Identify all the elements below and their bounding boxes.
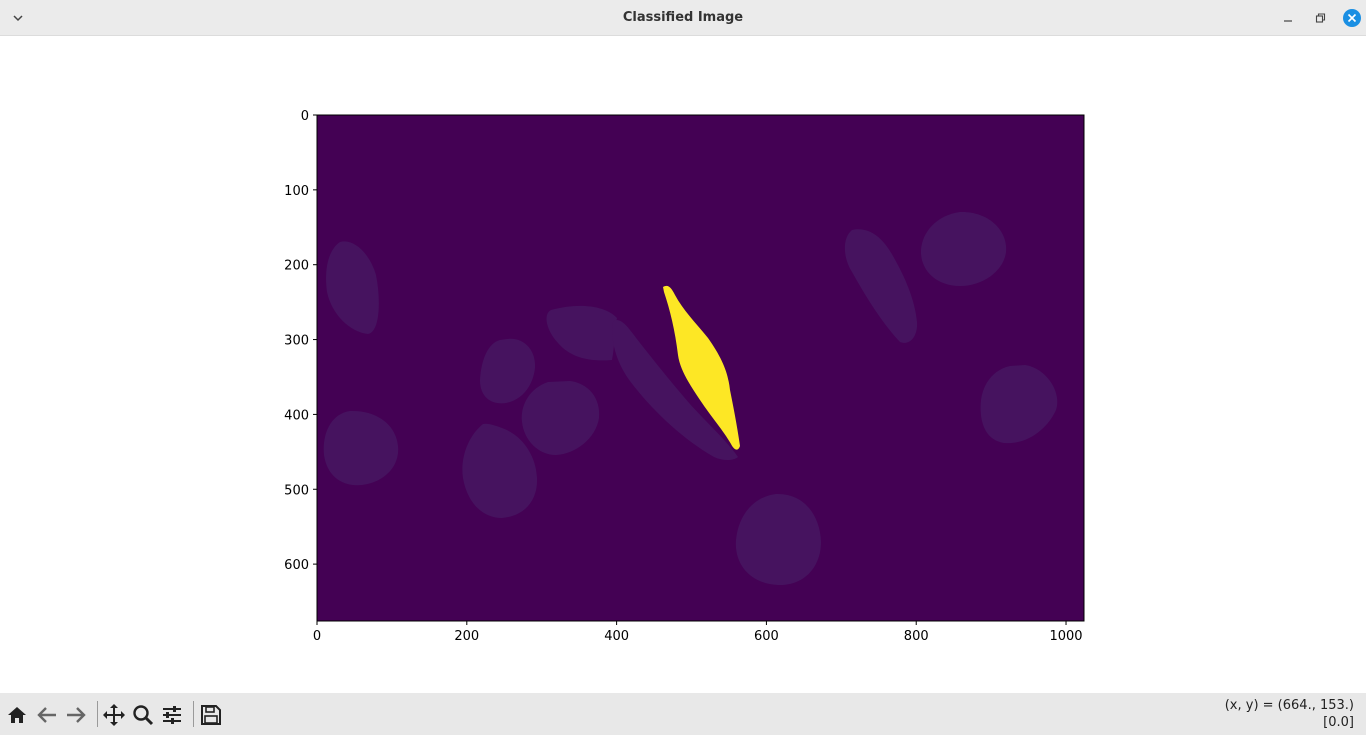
configure-subplots-icon <box>163 706 181 724</box>
x-tick-label: 0 <box>313 629 321 644</box>
faint-region <box>521 381 600 455</box>
chevron-down-icon <box>13 15 23 22</box>
home-icon <box>8 707 26 723</box>
close-icon <box>1343 9 1361 27</box>
x-tick-label: 200 <box>454 629 479 644</box>
zoom-icon <box>133 705 154 726</box>
x-tick-label: 1000 <box>1049 629 1082 644</box>
faint-region <box>326 241 379 334</box>
window-title: Classified Image <box>622 10 744 25</box>
window-menu-button[interactable] <box>6 6 30 30</box>
faint-region <box>844 229 918 343</box>
close-button[interactable] <box>1340 6 1364 30</box>
save-icon <box>201 705 221 725</box>
x-tick-label: 400 <box>604 629 629 644</box>
forward-icon <box>67 707 86 723</box>
y-tick-label: 200 <box>284 259 309 274</box>
faint-region <box>546 305 617 361</box>
faint-region <box>462 423 538 518</box>
toolbar-separator <box>97 701 98 727</box>
home-button[interactable] <box>4 702 30 728</box>
pan-button[interactable] <box>101 702 127 728</box>
faint-region <box>920 211 1007 286</box>
restore-icon <box>1315 13 1326 23</box>
x-tick-label: 800 <box>904 629 929 644</box>
axes-frame <box>316 114 1085 622</box>
faint-region <box>980 365 1058 444</box>
toolbar-separator <box>193 701 194 727</box>
save-button[interactable] <box>198 702 224 728</box>
pan-icon <box>103 704 125 726</box>
y-tick-label: 600 <box>284 558 309 573</box>
minimize-button[interactable] <box>1276 6 1300 30</box>
faint-region <box>480 338 536 404</box>
minimize-icon <box>1284 20 1292 22</box>
faint-region <box>612 319 738 460</box>
navigation-toolbar: (x, y) = (664., 153.) [0.0] <box>0 693 1366 735</box>
faint-region <box>735 493 821 586</box>
title-bar: Classified Image <box>0 0 1366 36</box>
y-tick-label: 0 <box>301 109 309 124</box>
image-area <box>316 114 1085 622</box>
configure-subplots-button[interactable] <box>159 702 185 728</box>
back-button[interactable] <box>34 702 60 728</box>
maximize-button[interactable] <box>1308 6 1332 30</box>
cursor-coordinates: (x, y) = (664., 153.) <box>1224 698 1354 713</box>
x-tick-label: 600 <box>754 629 779 644</box>
highlight-region <box>663 285 740 450</box>
y-tick-label: 100 <box>284 184 309 199</box>
zoom-button[interactable] <box>130 702 156 728</box>
y-axis: 0 100 200 300 400 500 600 <box>284 109 317 573</box>
back-icon <box>37 707 56 723</box>
faint-region <box>323 410 399 486</box>
classified-image-plot[interactable]: 0 200 400 600 800 1000 0 100 200 300 400 500 600 <box>0 36 1366 693</box>
pixel-value: [0.0] <box>1323 715 1354 730</box>
status-readout: (x, y) = (664., 153.) [0.0] <box>1225 697 1354 731</box>
y-tick-label: 400 <box>284 408 309 423</box>
faint-regions <box>323 211 1058 586</box>
figure-canvas[interactable]: 0 200 400 600 800 1000 0 100 200 300 400 500 600 <box>0 36 1366 693</box>
x-axis: 0 200 400 600 800 1000 <box>313 621 1083 644</box>
forward-button[interactable] <box>63 702 89 728</box>
y-tick-label: 500 <box>284 483 309 498</box>
y-tick-label: 300 <box>284 334 309 349</box>
